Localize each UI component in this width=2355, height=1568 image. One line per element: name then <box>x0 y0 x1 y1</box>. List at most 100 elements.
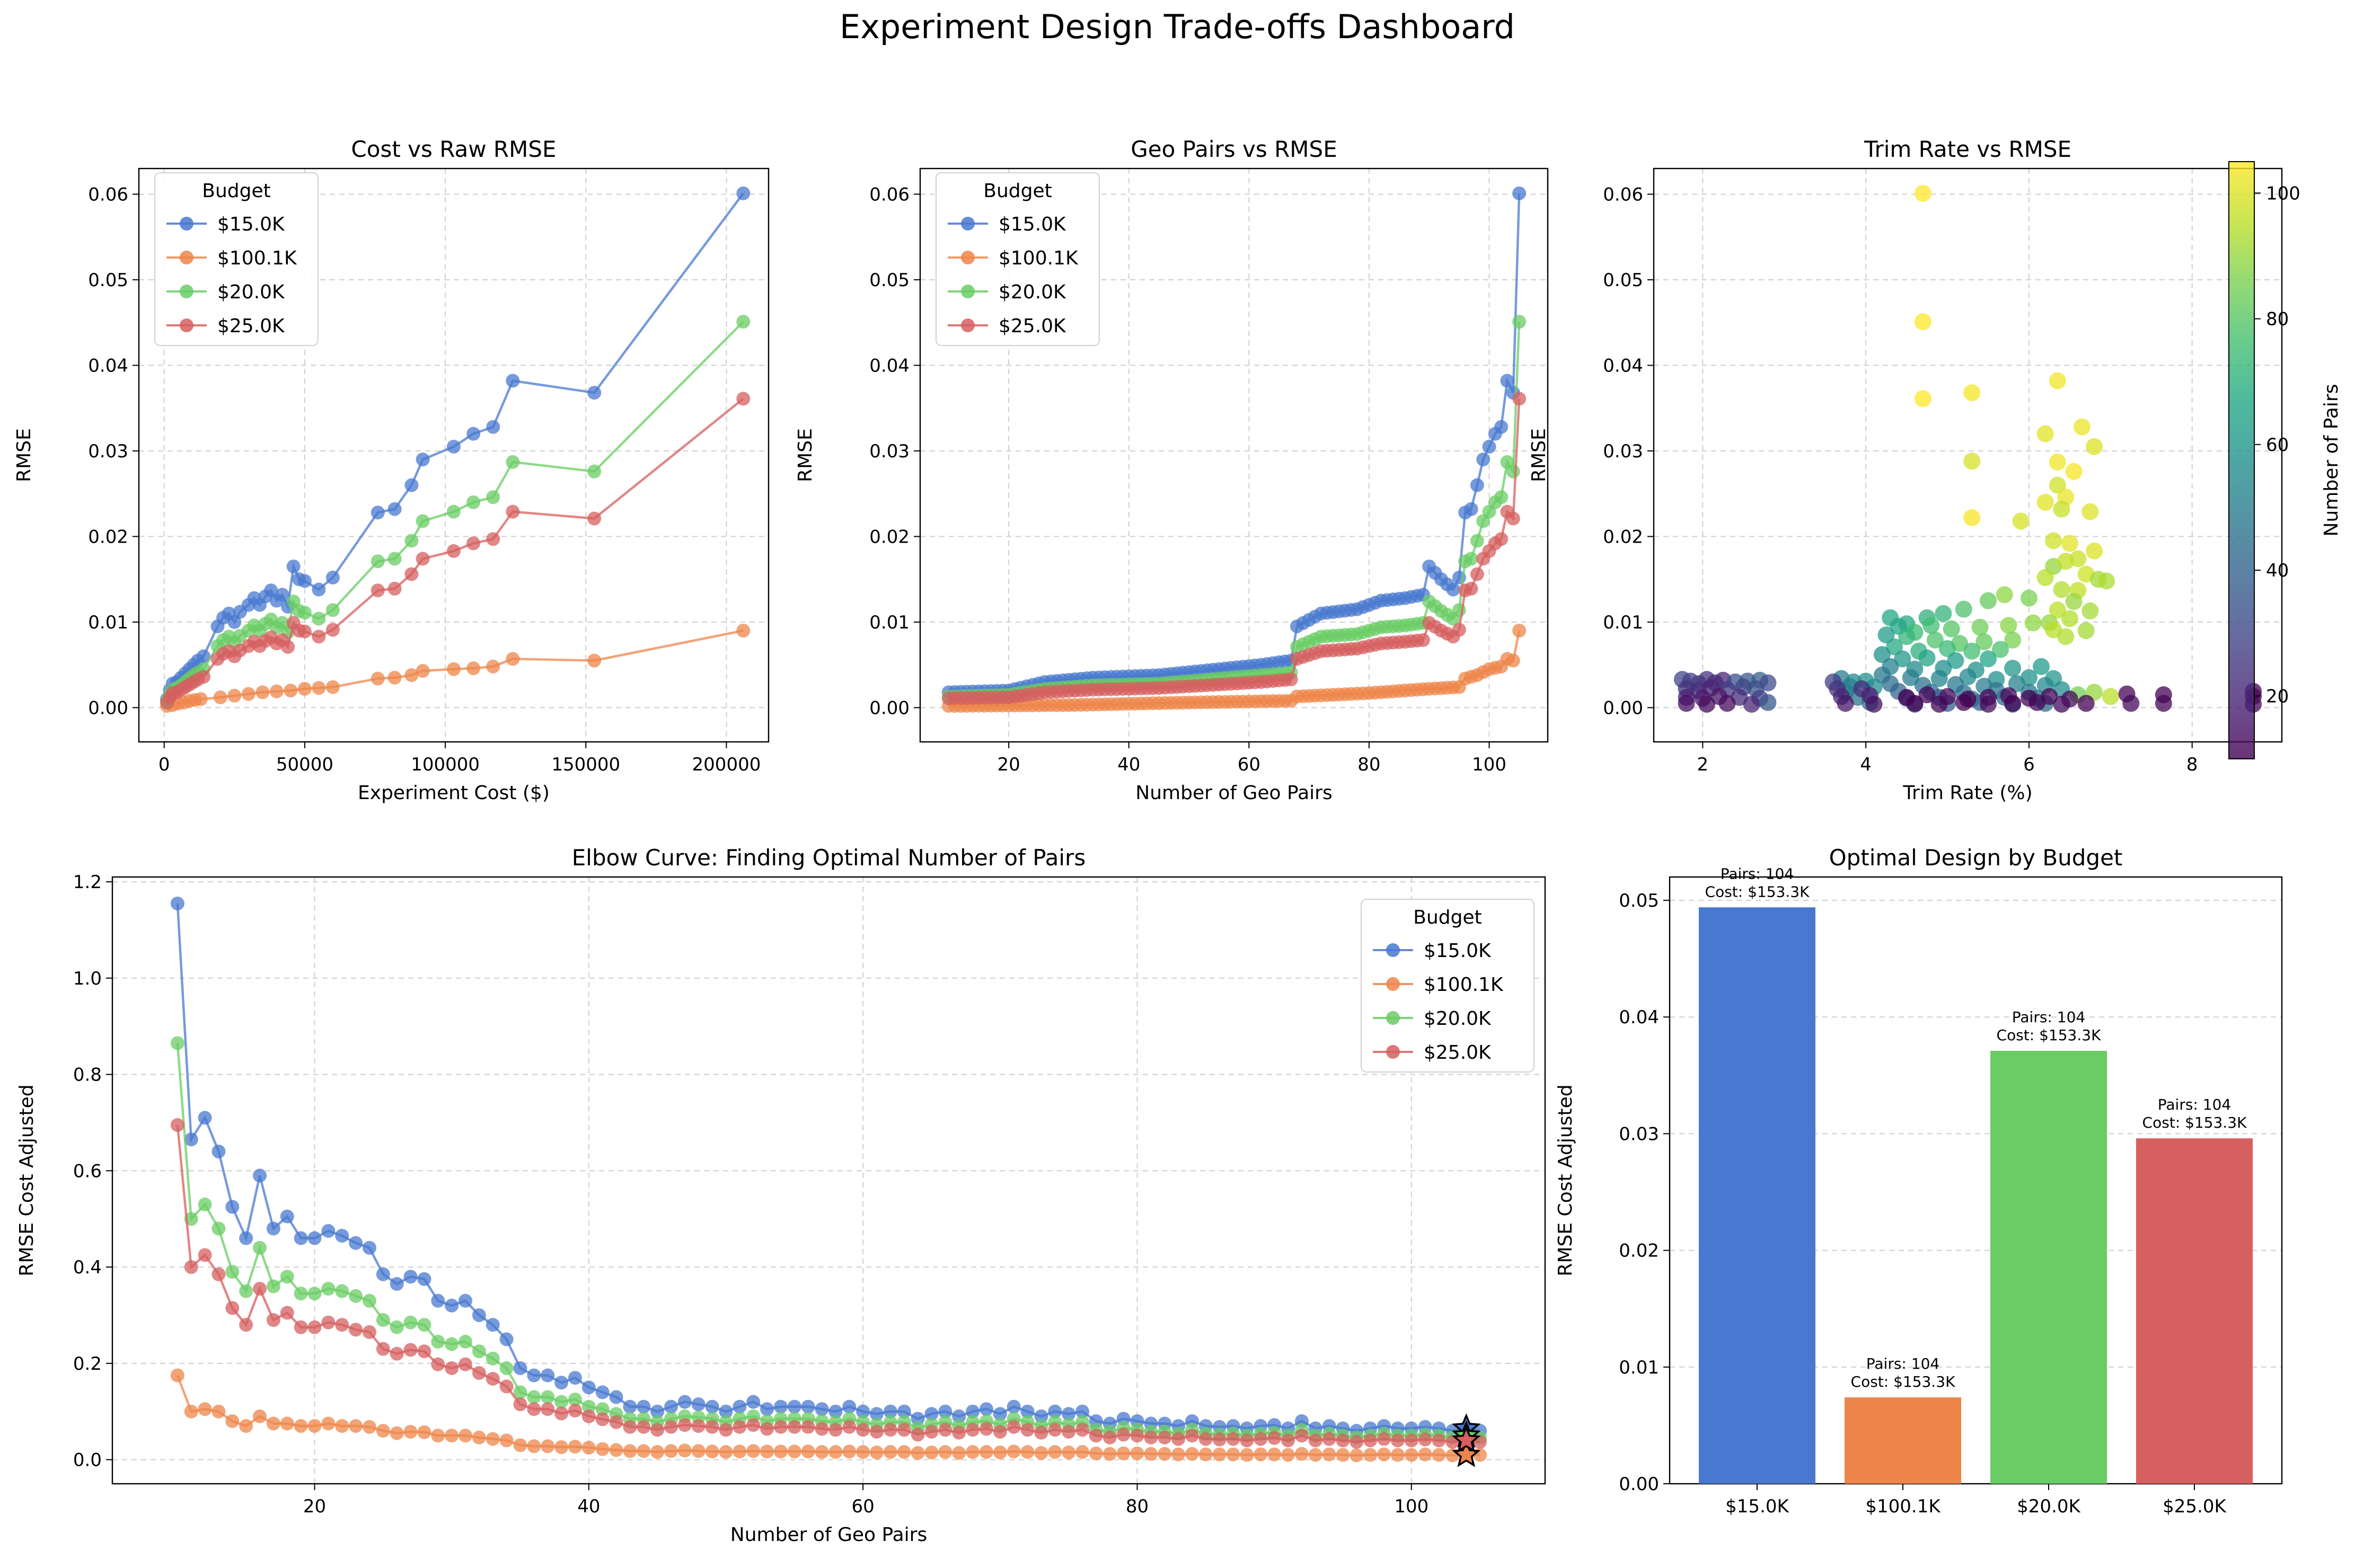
elbow-point <box>966 1404 980 1419</box>
trim-point <box>2053 695 2070 713</box>
trim-point <box>1678 695 1695 712</box>
pairs-ytick-label: 0.06 <box>869 184 910 205</box>
elbow-point <box>609 1390 623 1404</box>
elbow-point <box>170 1036 184 1050</box>
pairs-point <box>1494 532 1509 546</box>
elbow-point <box>486 1432 500 1446</box>
trim-point <box>2049 453 2066 471</box>
elbow-point <box>1198 1432 1213 1446</box>
elbow-point <box>472 1308 486 1322</box>
elbow-point <box>445 1337 459 1351</box>
cost-point <box>447 662 461 676</box>
elbow-point <box>787 1445 801 1459</box>
elbow-point <box>554 1376 569 1390</box>
optimal-category-label: $20.0K <box>2017 1496 2081 1517</box>
trim-point <box>1898 628 1916 645</box>
cost-point <box>387 502 402 516</box>
elbow-point <box>1363 1448 1378 1462</box>
elbow-point <box>390 1320 404 1334</box>
elbow-point <box>472 1344 486 1359</box>
elbow-legend-marker <box>1386 977 1400 991</box>
elbow-point <box>1308 1433 1322 1448</box>
pairs-legend-label: $100.1K <box>999 247 1079 269</box>
elbow-point <box>815 1445 829 1459</box>
trim-point <box>1718 695 1736 712</box>
trim-point <box>1918 649 1936 667</box>
elbow-point <box>581 1440 596 1455</box>
colorbar-label: Number of Pairs <box>2321 384 2342 537</box>
cost-legend-marker <box>180 251 193 264</box>
elbow-ytick-label: 0.8 <box>73 1065 102 1086</box>
elbow-point <box>390 1346 404 1361</box>
pairs-point <box>1470 534 1484 548</box>
elbow-point <box>1020 1404 1035 1419</box>
elbow-point <box>623 1420 637 1434</box>
pairs-title: Geo Pairs vs RMSE <box>1131 136 1337 162</box>
trim-point <box>2045 532 2062 550</box>
trim-ytick-label: 0.02 <box>1603 526 1643 547</box>
elbow-legend-marker <box>1386 943 1400 957</box>
elbow-point <box>431 1357 445 1371</box>
trim-ytick-label: 0.04 <box>1603 355 1643 376</box>
elbow-point <box>280 1416 294 1431</box>
trim-point <box>2155 695 2172 712</box>
cost-point <box>312 612 326 626</box>
elbow-point <box>568 1392 582 1406</box>
trim-point <box>1930 695 1948 713</box>
elbow-point <box>1350 1448 1364 1463</box>
trim-point <box>2073 418 2091 436</box>
elbow-point <box>842 1399 857 1414</box>
cost-point <box>506 652 520 666</box>
trim-point <box>1971 618 1989 636</box>
elbow-point <box>828 1445 843 1459</box>
elbow-point <box>1144 1430 1158 1445</box>
cost-point <box>416 663 430 678</box>
trim-point <box>2061 610 2078 627</box>
trim-point <box>1759 694 1777 711</box>
elbow-point <box>486 1318 500 1332</box>
elbow-ylabel: RMSE Cost Adjusted <box>16 1084 38 1276</box>
trim-point <box>1743 695 1760 713</box>
elbow-point <box>1418 1432 1432 1447</box>
elbow-point <box>733 1420 747 1434</box>
elbow-point <box>1171 1432 1186 1446</box>
elbow-point <box>294 1320 308 1334</box>
elbow-point <box>266 1221 280 1236</box>
pairs-xtick-label: 60 <box>1238 754 1260 775</box>
trim-point <box>1894 650 1911 668</box>
trim-point <box>2004 695 2022 712</box>
elbow-point <box>390 1277 404 1291</box>
cost-point <box>241 687 255 701</box>
pairs-point <box>1284 672 1298 687</box>
elbow-xtick-label: 60 <box>852 1496 875 1517</box>
cost-legend-label: $100.1K <box>217 247 297 269</box>
elbow-point <box>623 1399 637 1414</box>
elbow-point <box>1089 1429 1103 1443</box>
elbow-point <box>581 1399 596 1414</box>
elbow-point <box>294 1287 308 1301</box>
pairs-legend-label: $25.0K <box>999 315 1066 337</box>
pairs-point <box>1446 582 1460 597</box>
pairs-legend-marker <box>961 285 975 298</box>
cost-point <box>404 567 419 581</box>
elbow-point <box>554 1406 569 1421</box>
elbow-point <box>541 1402 555 1416</box>
trim-xtick-label: 6 <box>2023 754 2035 775</box>
elbow-point <box>637 1399 651 1414</box>
elbow-point <box>499 1332 514 1346</box>
pairs-point <box>1464 581 1478 596</box>
elbow-point <box>307 1419 322 1433</box>
pairs-legend-marker <box>961 318 975 332</box>
elbow-point <box>581 1380 596 1395</box>
cost-ytick-label: 0.01 <box>88 612 128 633</box>
elbow-point <box>1198 1447 1213 1461</box>
cost-point <box>281 640 295 654</box>
elbow-point <box>486 1371 500 1386</box>
optimal-annotation-cost: Cost: $153.3K <box>2142 1114 2247 1131</box>
elbow-point <box>1226 1447 1240 1461</box>
cost-point <box>371 506 385 520</box>
cost-point <box>466 536 481 551</box>
pairs-point <box>1512 392 1527 406</box>
elbow-point <box>568 1371 582 1385</box>
elbow-point <box>842 1420 857 1434</box>
